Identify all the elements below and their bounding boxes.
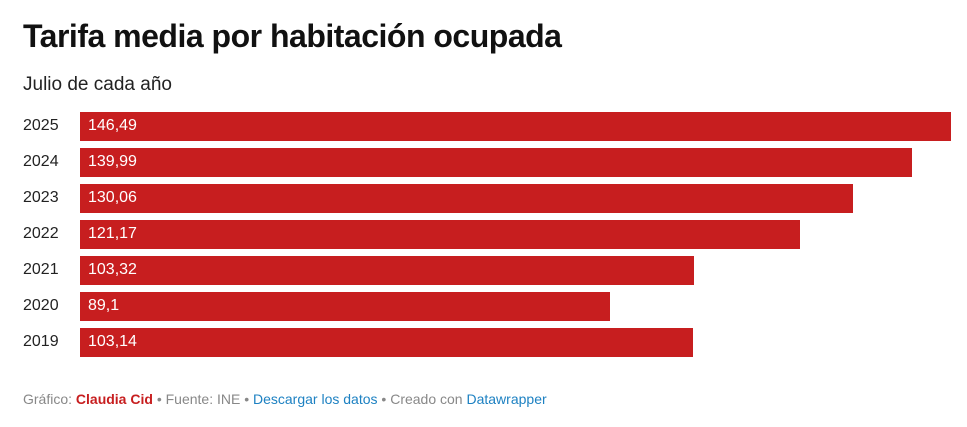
footer-source: Fuente: INE: [165, 391, 241, 407]
bar-row: 2025 146,49: [0, 112, 967, 141]
category-label: 2022: [23, 225, 59, 242]
bar-row: 2020 89,1: [0, 292, 967, 321]
value-label: 139,99: [88, 153, 137, 170]
bar: [80, 220, 801, 249]
chart-title: Tarifa media por habitación ocupada: [23, 18, 562, 54]
bar-row: 2019 103,14: [0, 328, 967, 357]
bar-row: 2022 121,17: [0, 220, 967, 249]
bar: [80, 292, 610, 321]
category-label: 2019: [23, 333, 59, 350]
separator: •: [381, 391, 387, 407]
bar-row: 2023 130,06: [0, 184, 967, 213]
value-label: 130,06: [88, 189, 137, 206]
value-label: 121,17: [88, 225, 137, 242]
bar: [80, 148, 913, 177]
footer: Gráfico: Claudia Cid • Fuente: INE • Des…: [23, 391, 547, 407]
separator: •: [244, 391, 250, 407]
datawrapper-link[interactable]: Datawrapper: [466, 391, 547, 407]
bar-row: 2021 103,32: [0, 256, 967, 285]
download-data-link[interactable]: Descargar los datos: [253, 391, 378, 407]
value-label: 146,49: [88, 117, 137, 134]
value-label: 89,1: [88, 297, 120, 314]
category-label: 2023: [23, 189, 59, 206]
bar: [80, 184, 854, 213]
value-label: 103,32: [88, 261, 137, 278]
chart-subtitle: Julio de cada año: [23, 74, 172, 95]
footer-graphic-label: Gráfico:: [23, 391, 73, 407]
footer-author: Claudia Cid: [75, 391, 153, 407]
value-label: 103,14: [88, 333, 137, 350]
category-label: 2024: [23, 153, 59, 170]
bar: [80, 328, 694, 357]
category-label: 2021: [23, 261, 59, 278]
footer-created: Creado con: [390, 391, 463, 407]
category-label: 2025: [23, 117, 59, 134]
bar: [80, 256, 695, 285]
bar-row: 2024 139,99: [0, 148, 967, 177]
category-label: 2020: [23, 297, 59, 314]
separator: •: [156, 391, 162, 407]
bar-chart: 2025 146,49 2024 139,99 2023 130,06 2022 121,17…: [0, 112, 967, 364]
bar: [80, 112, 951, 141]
